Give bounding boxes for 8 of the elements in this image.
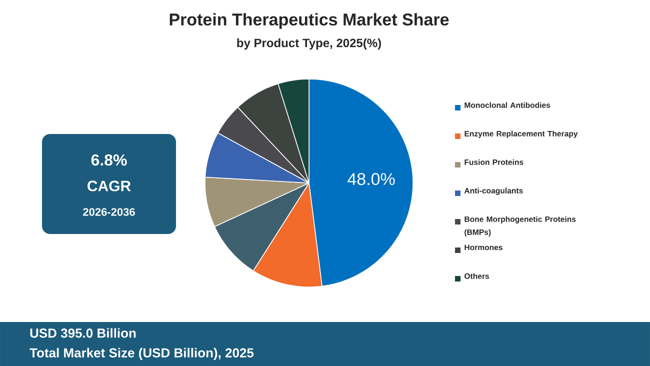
text: 2026-2036 — [83, 208, 135, 216]
text: Total Market Size (USD Billion), 2025 — [30, 348, 254, 360]
text: 6.8% — [91, 154, 127, 166]
chart-title: Protein Therapeutics Market Share — [170, 13, 449, 29]
text: USD 395.0 Billion — [30, 328, 136, 338]
chart-subtitle: by Product Type, 2025(%) — [237, 38, 381, 50]
data-label: 48.0% — [348, 173, 395, 186]
text: CAGR — [88, 180, 131, 192]
